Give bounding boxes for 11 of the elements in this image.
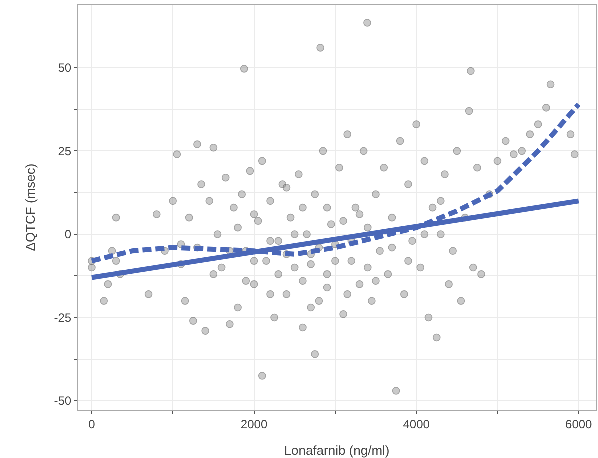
x-tick-label: 2000 [240,417,268,432]
y-axis-title: ΔQTCF (msec) [23,164,38,252]
x-tick-label: 0 [88,417,96,432]
x-axis-title: Lonafarnib (ng/ml) [284,443,390,458]
y-tick-label: -50 [54,394,72,408]
x-tick-label: 6000 [566,417,593,432]
y-tick-label: -25 [54,310,72,325]
y-tick-label: 50 [58,61,72,76]
y-tick-label: 0 [64,228,72,242]
x-tick-label: 4000 [403,417,430,432]
y-tick-label: 25 [58,144,72,158]
